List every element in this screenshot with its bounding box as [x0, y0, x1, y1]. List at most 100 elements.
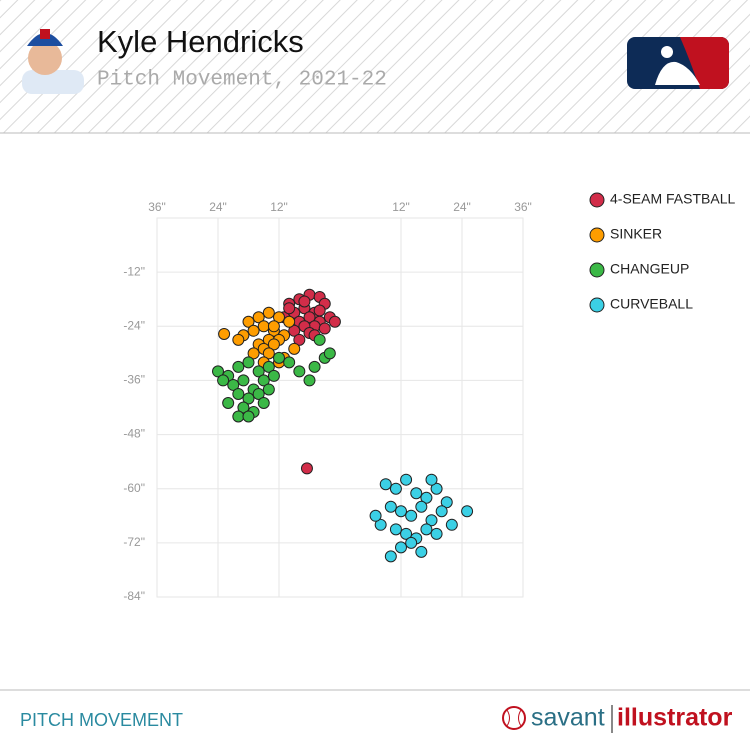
pitch-point	[379, 478, 392, 491]
plot: 36" 24" 12" 12" 24" 36" -12" -24" -36" -48" -60" -7…	[123, 191, 735, 603]
legend-label: SINKER	[610, 226, 662, 242]
pitch-point	[328, 315, 341, 328]
pitch-point	[252, 387, 265, 400]
pitch-point	[405, 536, 418, 549]
pitch-point	[247, 347, 260, 360]
pitch-point	[313, 304, 326, 317]
pitch-point	[430, 527, 443, 540]
legend-swatch	[589, 192, 605, 208]
subtitle: Pitch Movement, 2021-22	[97, 69, 387, 92]
pitch-point	[318, 322, 331, 335]
pitch-point	[262, 383, 275, 396]
pitch-point	[293, 365, 306, 378]
pitch-point	[232, 410, 245, 423]
pitch-point	[430, 482, 443, 495]
y-tick-label: -60"	[123, 481, 145, 495]
pitch-point	[232, 387, 245, 400]
pitch-point	[257, 320, 270, 333]
pitch-point	[420, 523, 433, 536]
pitch-point	[217, 374, 230, 387]
pitch-point	[252, 311, 265, 324]
pitch-point	[323, 347, 336, 360]
y-tick-label: -72"	[123, 535, 145, 549]
pitch-point	[273, 311, 285, 324]
pitch-point	[420, 491, 433, 504]
x-tick-label: 12"	[392, 200, 410, 214]
pitch-point	[440, 496, 453, 509]
pitch-point	[267, 320, 280, 333]
pitch-point	[415, 500, 428, 513]
y-tick-label: -12"	[123, 264, 145, 278]
pitch-point	[288, 324, 301, 337]
y-tick-label: -24"	[123, 318, 145, 332]
x-tick-label: 36"	[514, 200, 532, 214]
x-tick-label: 24"	[209, 200, 227, 214]
x-tick-label: 36"	[148, 200, 166, 214]
pitch-point	[374, 518, 387, 531]
pitch-point	[262, 306, 275, 319]
pitch-point	[273, 351, 285, 364]
legend-swatch	[589, 227, 605, 243]
pitch-point	[242, 356, 255, 369]
pitch-point	[222, 396, 235, 409]
savant-ball	[502, 706, 526, 730]
pitch-point	[389, 523, 402, 536]
pitch-point	[262, 347, 275, 360]
brand-savant: savant	[531, 704, 605, 732]
pitch-point	[262, 360, 275, 373]
pitch-point	[242, 315, 255, 328]
pitch-point	[267, 369, 280, 382]
pitch-point	[308, 360, 321, 373]
pitch-point	[425, 514, 438, 527]
pitch-point	[283, 302, 296, 315]
x-tick-label: 24"	[453, 200, 471, 214]
pitch-point	[247, 324, 260, 337]
pitch-point	[395, 505, 407, 518]
pitch-point	[252, 365, 265, 378]
legend-swatch	[589, 262, 605, 278]
title: Kyle Hendricks	[97, 24, 304, 59]
pitch-point	[425, 473, 438, 486]
pitch-point	[212, 365, 224, 378]
y-tick-label: -48"	[123, 427, 145, 441]
pitch-point	[267, 338, 280, 351]
pitch-point	[410, 487, 423, 500]
pitch-point	[461, 505, 474, 518]
legend-label: CHANGEUP	[610, 261, 689, 277]
legend-label: 4-SEAM FASTBALL	[610, 191, 735, 207]
pitch-point	[218, 327, 231, 340]
pitch-point	[400, 473, 413, 486]
pitch-point	[405, 509, 418, 522]
pitch-point	[415, 545, 428, 558]
pitch-point	[227, 378, 240, 391]
pitch-point	[257, 396, 270, 409]
pitch-point	[400, 527, 413, 540]
pitch-point	[384, 500, 397, 513]
pitch-point	[283, 356, 296, 369]
pitch-point	[313, 333, 326, 346]
pitch-point	[389, 482, 402, 495]
brand-illustrator: illustrator	[617, 704, 733, 732]
pitch-point	[237, 374, 250, 387]
pitch-point	[298, 295, 311, 308]
pitch-point	[232, 360, 245, 373]
mlb-logo	[627, 37, 729, 89]
player-photo	[22, 29, 84, 94]
pitch-point	[300, 462, 313, 475]
brand-separator	[611, 705, 613, 733]
pitch-point	[384, 550, 397, 563]
pitch-point	[288, 342, 301, 355]
pitch-point	[395, 541, 407, 554]
legend-label: CURVEBALL	[610, 296, 693, 312]
pitch-point	[293, 333, 306, 346]
pitch-point	[237, 401, 250, 414]
pitch-point	[303, 374, 316, 387]
footer-label: PITCH MOVEMENT	[20, 710, 183, 730]
header-band	[0, 0, 750, 133]
pitch-point	[242, 410, 255, 423]
y-tick-label: -84"	[123, 589, 145, 603]
pitch-point	[283, 315, 296, 328]
pitch-point	[303, 311, 316, 324]
legend-swatch	[589, 297, 605, 313]
